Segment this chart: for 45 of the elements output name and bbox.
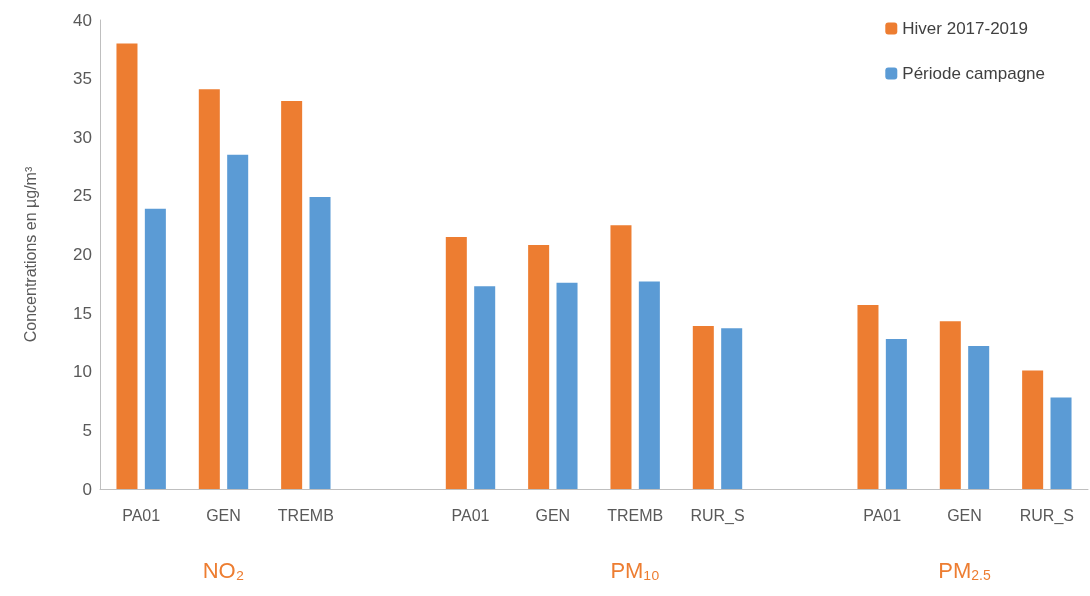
y-tick-label: 35	[73, 69, 92, 89]
bar	[885, 338, 907, 489]
bar	[116, 43, 138, 489]
bar	[968, 345, 990, 489]
bar	[1050, 397, 1072, 489]
bar	[281, 100, 303, 489]
bar	[1022, 370, 1044, 489]
y-tick-label: 15	[73, 303, 92, 323]
x-tick-label: GEN	[535, 506, 571, 524]
text: PM2.5	[938, 557, 991, 583]
bar	[556, 282, 578, 489]
x-tick-label: PA01	[122, 506, 161, 524]
x-tick-label: TREMB	[607, 506, 664, 524]
x-tick-label: PA01	[863, 506, 902, 524]
text: NO₂	[202, 557, 245, 583]
y-tick-label: 5	[82, 420, 92, 440]
legend-label: Hiver 2017-2019	[902, 19, 1028, 38]
y-axis-title: Concentrations en µg/m³	[21, 166, 39, 343]
bar	[198, 89, 220, 489]
x-tick-label: RUR_S	[1019, 506, 1074, 525]
x-tick-label: TREMB	[277, 506, 334, 524]
x-tick-label: GEN	[206, 506, 241, 524]
bar	[144, 208, 166, 489]
y-tick-label: 30	[73, 127, 92, 147]
bar	[638, 281, 660, 489]
legend-label: Période campagne	[902, 64, 1046, 83]
y-tick-label: 25	[73, 186, 92, 206]
x-tick-label: PA01	[451, 506, 490, 524]
y-tick-label: 20	[73, 245, 92, 264]
y-tick-label: 10	[73, 362, 92, 382]
y-tick-label: 0	[82, 479, 92, 499]
x-tick-label: RUR_S	[690, 506, 745, 525]
bar	[474, 286, 496, 489]
bar	[309, 197, 331, 489]
bar	[939, 321, 961, 489]
text: PM₁₀	[610, 557, 660, 583]
bar	[445, 236, 467, 489]
x-tick-label: GEN	[947, 506, 982, 524]
bar	[610, 225, 632, 489]
bar	[721, 328, 743, 489]
bar	[227, 154, 249, 489]
y-tick-label: 40	[73, 10, 92, 30]
bar	[857, 304, 879, 489]
bar	[692, 326, 714, 489]
bar	[528, 245, 550, 489]
